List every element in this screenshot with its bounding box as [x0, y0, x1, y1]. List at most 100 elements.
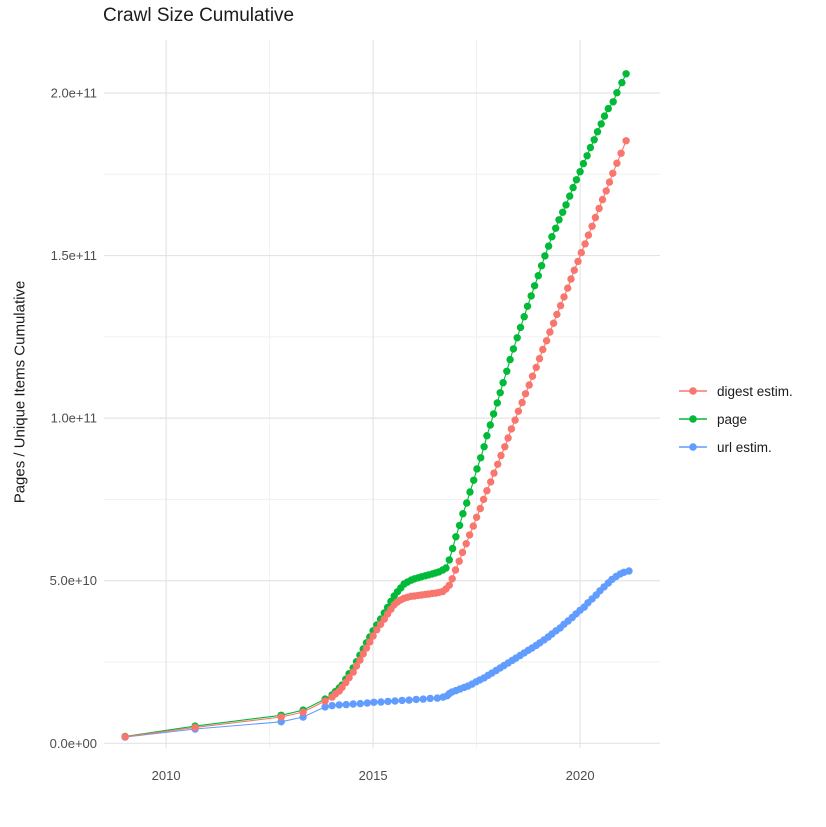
y-tick-label: 1.0e+11	[51, 411, 97, 426]
data-point	[605, 178, 614, 186]
major-gridlines	[104, 40, 660, 749]
data-point	[597, 120, 605, 128]
x-tick-label: 2010	[152, 768, 181, 783]
data-point	[342, 700, 350, 709]
data-point	[532, 363, 540, 372]
y-tick-label: 0.0e+00	[50, 736, 97, 751]
data-point	[609, 98, 617, 106]
data-point	[349, 700, 357, 708]
data-point	[496, 389, 504, 397]
series-url-estim-	[121, 567, 633, 741]
data-point	[583, 152, 591, 160]
y-axis-title: Pages / Unique Items Cumulative	[11, 280, 29, 504]
legend-label-url-estim: url estim.	[717, 439, 772, 455]
series-page	[121, 70, 630, 741]
data-point	[511, 416, 519, 424]
data-point	[462, 540, 470, 548]
data-point	[455, 557, 463, 565]
data-point	[559, 208, 567, 216]
data-point	[555, 216, 563, 224]
data-point	[593, 128, 602, 136]
data-point	[577, 248, 585, 257]
legend-item-url-estim: url estim.	[678, 433, 793, 461]
data-point	[595, 204, 603, 213]
data-point	[613, 159, 621, 167]
data-point	[523, 302, 532, 310]
data-point	[445, 556, 453, 564]
data-point	[499, 379, 507, 387]
data-point	[391, 697, 399, 705]
data-point	[507, 425, 516, 433]
data-point	[544, 242, 553, 250]
data-point	[377, 698, 385, 706]
data-point	[472, 513, 481, 521]
data-point	[617, 149, 625, 157]
data-point	[321, 703, 329, 711]
data-point	[537, 262, 546, 270]
data-point	[384, 697, 392, 706]
data-point	[566, 192, 574, 200]
data-point	[335, 701, 343, 709]
legend-key-digest	[679, 387, 707, 395]
legend: digest estim. page url estim.	[678, 377, 793, 461]
data-point	[535, 354, 544, 363]
data-point	[493, 399, 501, 407]
legend-label-digest-estim: digest estim.	[717, 383, 793, 399]
data-point	[527, 292, 535, 300]
data-point	[463, 499, 471, 507]
y-tick-label: 5.0e+10	[50, 573, 97, 588]
data-point	[552, 224, 560, 232]
data-point	[548, 233, 556, 241]
data-point	[476, 504, 484, 513]
data-point	[539, 345, 547, 354]
data-point	[556, 301, 565, 310]
series-digest-estim-	[121, 137, 630, 741]
data-point	[518, 398, 526, 407]
data-point	[581, 240, 589, 248]
data-point	[528, 372, 537, 380]
data-point	[352, 662, 361, 670]
data-point	[497, 451, 505, 460]
data-point	[458, 548, 467, 557]
data-point	[521, 390, 530, 398]
data-point	[591, 213, 600, 222]
data-point	[490, 469, 498, 477]
data-point	[572, 176, 581, 184]
data-point	[622, 137, 630, 145]
data-point	[405, 696, 413, 704]
series-line	[125, 140, 627, 738]
data-point	[373, 626, 381, 634]
data-point	[299, 708, 307, 716]
data-point	[398, 696, 406, 705]
legend-key-page	[679, 415, 707, 423]
data-point	[541, 252, 549, 260]
data-point	[504, 434, 512, 442]
data-point	[321, 697, 329, 705]
data-point	[483, 432, 491, 440]
data-point	[470, 476, 478, 484]
data-point	[121, 733, 129, 741]
minor-gridlines	[104, 40, 660, 749]
data-point	[553, 310, 561, 319]
data-point	[356, 699, 364, 708]
legend-key-url	[679, 443, 707, 451]
data-point	[349, 668, 357, 676]
data-point	[584, 231, 593, 239]
data-point	[602, 187, 610, 195]
data-point	[506, 355, 514, 364]
data-point	[277, 713, 285, 721]
y-tick-label: 1.5e+11	[51, 248, 97, 263]
data-point	[473, 465, 481, 473]
chart-title: Crawl Size Cumulative	[103, 5, 295, 26]
data-point	[600, 112, 609, 120]
data-point	[588, 222, 596, 230]
data-point	[448, 544, 457, 553]
legend-key-dot	[689, 443, 697, 451]
data-point	[487, 478, 495, 486]
data-point	[480, 443, 488, 451]
data-point	[345, 673, 353, 682]
data-point	[376, 620, 385, 628]
data-point	[590, 136, 598, 144]
data-point	[433, 694, 441, 702]
data-point	[455, 521, 464, 530]
